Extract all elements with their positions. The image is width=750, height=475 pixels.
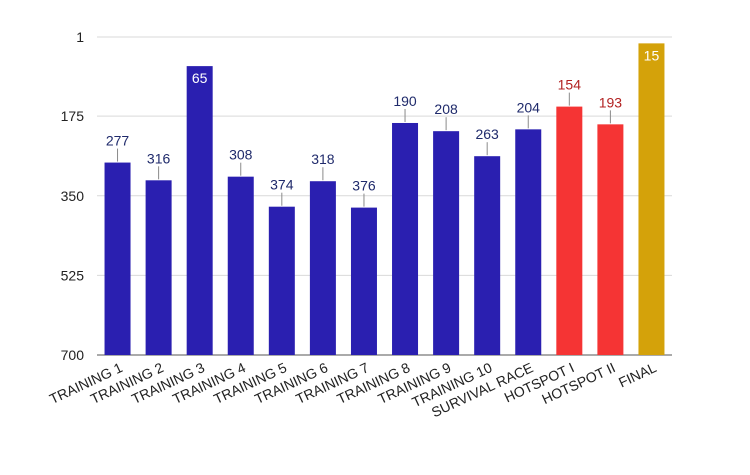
data-label: 204 xyxy=(517,99,541,115)
bars-layer xyxy=(104,43,665,356)
bar xyxy=(433,131,460,355)
data-label: 193 xyxy=(599,94,623,110)
bar xyxy=(556,106,583,355)
data-label: 263 xyxy=(475,126,499,142)
y-tick-label: 350 xyxy=(61,188,85,204)
y-tick-label: 1 xyxy=(76,29,84,45)
y-tick-label: 700 xyxy=(61,347,85,363)
bar xyxy=(227,176,254,355)
bar xyxy=(474,156,501,355)
data-label: 308 xyxy=(229,147,253,163)
data-label: 374 xyxy=(270,177,294,193)
data-label: 15 xyxy=(644,47,660,63)
data-label: 208 xyxy=(434,101,458,117)
bar xyxy=(350,207,377,355)
bar xyxy=(186,66,213,356)
bar xyxy=(638,43,665,355)
bar xyxy=(268,206,295,355)
grid-layer xyxy=(97,36,672,356)
data-label: 190 xyxy=(393,93,417,109)
data-label: 376 xyxy=(352,178,376,194)
data-label: 65 xyxy=(192,70,208,86)
x-tick-label: FINAL xyxy=(616,359,659,390)
bar xyxy=(515,129,542,355)
labels-layer: 277 316 65 308 374 318 376 190 208 263 204 154 193 15 xyxy=(106,47,660,207)
data-label: 154 xyxy=(558,77,582,93)
bar xyxy=(145,180,172,355)
bar xyxy=(309,181,336,355)
bar xyxy=(104,162,131,355)
y-tick-label: 525 xyxy=(61,267,85,283)
bar xyxy=(392,122,419,355)
data-label: 318 xyxy=(311,151,335,167)
y-tick-label: 175 xyxy=(61,108,85,124)
data-label: 316 xyxy=(147,150,171,166)
bar xyxy=(597,124,624,355)
data-label: 277 xyxy=(106,133,130,149)
